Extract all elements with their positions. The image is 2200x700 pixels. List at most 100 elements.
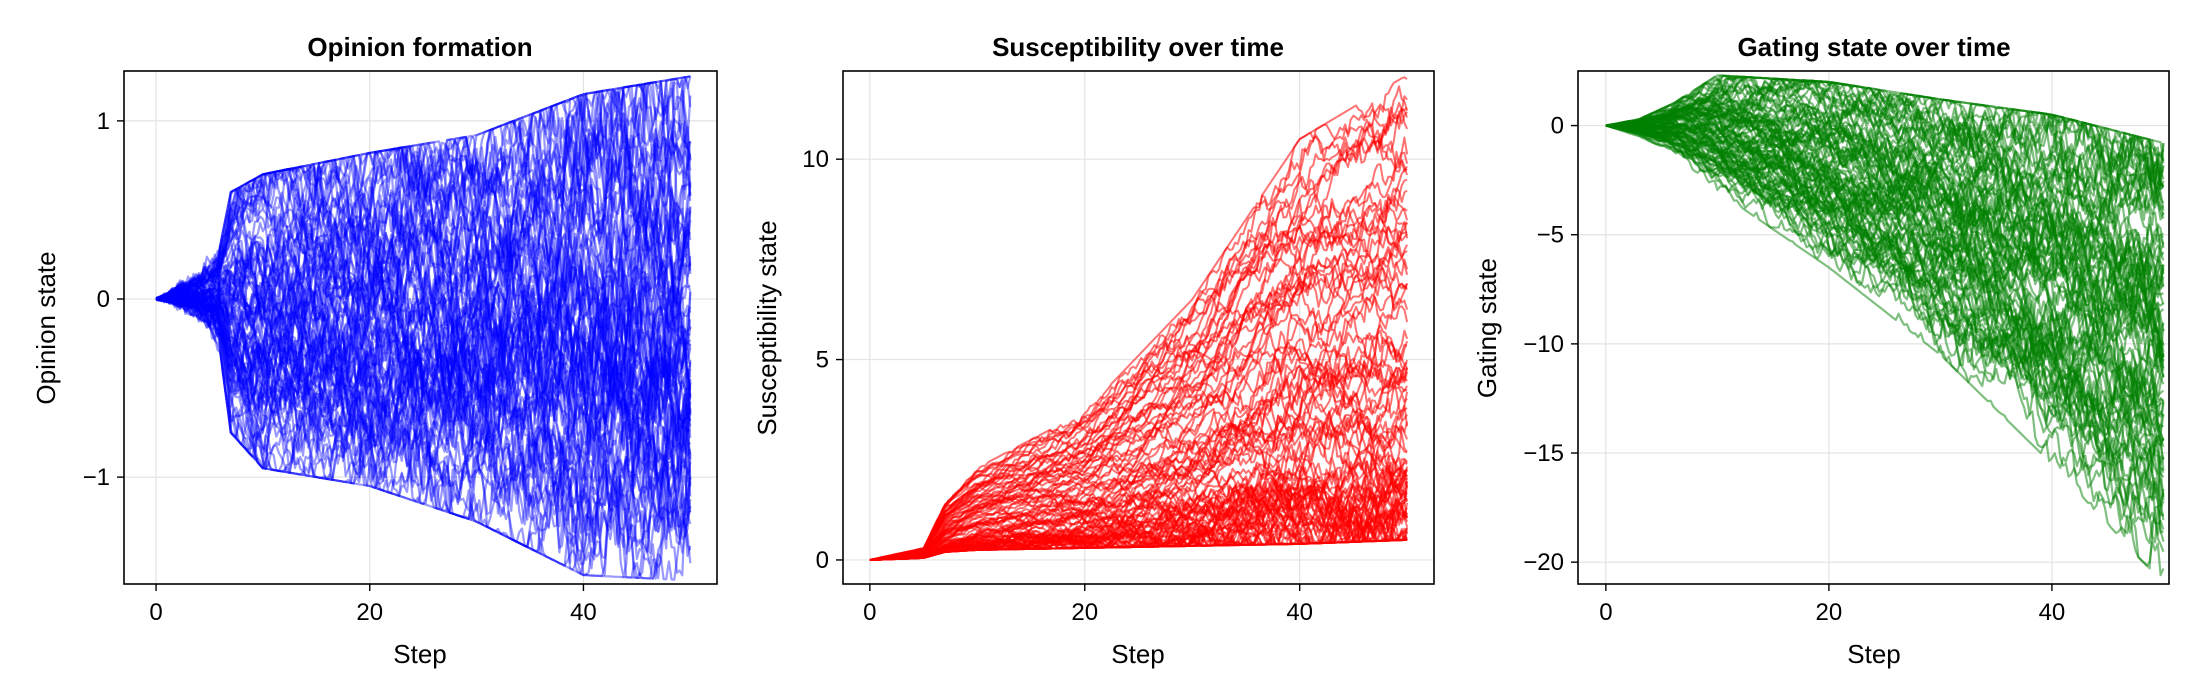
series-line (156, 150, 692, 331)
series-line (155, 90, 692, 301)
y-axis-label-susceptibility: Susceptibility state (752, 220, 782, 435)
y-tick-label: −1 (83, 464, 110, 491)
series-line (156, 297, 692, 580)
series-line (156, 197, 692, 385)
series-line (155, 244, 692, 537)
series-line (869, 262, 1409, 561)
y-tick-label: 0 (97, 286, 110, 313)
series-line (155, 237, 691, 496)
series-line (1605, 74, 2165, 196)
x-tick-label: 0 (149, 599, 162, 626)
series-line (155, 296, 692, 580)
series-line (155, 145, 692, 422)
series-line (155, 297, 692, 561)
series-line (156, 289, 692, 489)
series-line (155, 174, 692, 317)
series-line (155, 239, 692, 484)
series-line (155, 296, 692, 577)
series-line (155, 208, 692, 386)
series-line (155, 182, 692, 398)
series-line (869, 246, 1409, 561)
series-line (155, 77, 692, 315)
series-line (156, 295, 692, 501)
series-line (156, 238, 692, 407)
series-line (869, 364, 1408, 561)
plot-frame-susceptibility (842, 70, 1435, 585)
series-line (155, 271, 692, 457)
series-line (869, 371, 1409, 561)
series-line (1605, 74, 2165, 211)
series-line (155, 278, 692, 530)
plot-frame-gating (1577, 70, 2170, 585)
series-line (155, 275, 691, 441)
x-tick-label: 0 (1599, 599, 1612, 626)
chart-title-opinion: Opinion formation (307, 32, 532, 62)
y-tick-label: −10 (1523, 331, 1564, 358)
series-line (155, 257, 692, 475)
series-line (155, 298, 692, 548)
series-line (156, 198, 691, 412)
series-line (1605, 106, 2165, 227)
y-tick-label: 0 (1551, 113, 1564, 140)
series-line (155, 244, 692, 441)
y-tick-label: 10 (802, 146, 829, 173)
series-line (155, 142, 691, 370)
series-line (155, 161, 692, 425)
y-tick-label: 0 (816, 547, 829, 574)
panel-opinion-formation: 0 20 40 −1 0 1 Opinion formation Step Opinion… (31, 32, 718, 669)
series-line (155, 295, 692, 560)
series-lines-gating (1605, 74, 2165, 577)
series-line (1605, 124, 2164, 544)
series-line (869, 352, 1408, 561)
series-line (869, 150, 1409, 561)
series-line (155, 295, 692, 578)
series-line (155, 83, 692, 300)
series-line (869, 252, 1409, 561)
gridlines-susceptibility (843, 71, 1434, 584)
series-line (869, 458, 1408, 561)
series-line (155, 236, 692, 483)
series-line (869, 394, 1408, 561)
chart-title-gating: Gating state over time (1737, 32, 2010, 62)
series-line (156, 294, 692, 483)
series-line (869, 106, 1408, 561)
gridlines-opinion (124, 71, 717, 584)
series-line (155, 298, 692, 557)
series-line (869, 215, 1408, 561)
series-line (869, 348, 1408, 561)
series-line (155, 273, 692, 498)
x-tick-label: 20 (356, 599, 383, 626)
series-line (156, 294, 692, 479)
series-line (1605, 124, 2165, 410)
series-line (155, 246, 692, 528)
y-tick-label: 5 (816, 347, 829, 374)
series-lines-susceptibility (869, 76, 1409, 561)
series-line (155, 150, 692, 321)
series-line (155, 297, 692, 549)
series-line (155, 102, 692, 367)
series-line (1605, 74, 2165, 226)
y-tick-label: −15 (1523, 440, 1564, 467)
series-line (156, 235, 692, 521)
series-line (155, 117, 692, 355)
series-line (869, 244, 1408, 561)
series-line (155, 277, 692, 542)
series-line (155, 249, 692, 422)
ticks-opinion: 0 20 40 −1 0 1 (83, 108, 597, 626)
series-line (1605, 99, 2165, 314)
series-line (155, 258, 692, 529)
x-tick-label: 40 (1286, 599, 1313, 626)
series-line (155, 124, 692, 350)
series-line (155, 114, 692, 305)
series-line (155, 82, 692, 309)
y-axis-label-gating: Gating state (1472, 258, 1502, 398)
plot-frame-opinion (123, 70, 718, 585)
series-line (155, 267, 692, 526)
y-tick-label: 1 (97, 108, 110, 135)
ticks-susceptibility: 0 20 40 0 5 10 (802, 146, 1313, 626)
series-line (156, 127, 692, 300)
series-line (155, 172, 692, 403)
series-line (155, 257, 692, 509)
